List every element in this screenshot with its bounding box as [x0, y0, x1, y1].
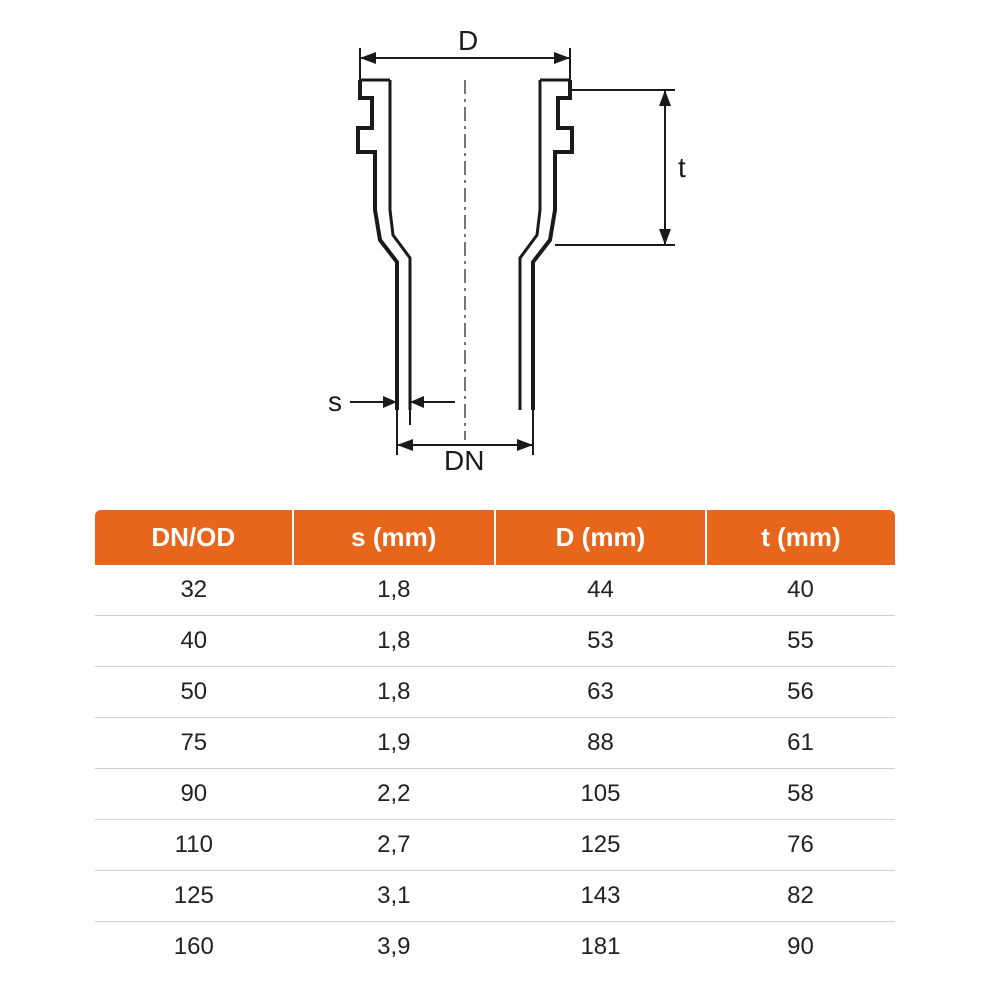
- dim-label-t: t: [678, 152, 686, 183]
- table-row: 1102,712576: [95, 820, 895, 871]
- cell: 32: [95, 565, 293, 616]
- table-row: 401,85355: [95, 616, 895, 667]
- cell: 40: [706, 565, 895, 616]
- cell: 90: [706, 922, 895, 973]
- table-body: 321,84440401,85355501,86356751,98861902,…: [95, 565, 895, 972]
- cell: 88: [495, 718, 706, 769]
- cell: 82: [706, 871, 895, 922]
- cell: 50: [95, 667, 293, 718]
- cell: 3,9: [293, 922, 495, 973]
- table-row: 501,86356: [95, 667, 895, 718]
- cell: 75: [95, 718, 293, 769]
- cell: 143: [495, 871, 706, 922]
- cell: 160: [95, 922, 293, 973]
- col-header-2: D (mm): [495, 510, 706, 565]
- cell: 58: [706, 769, 895, 820]
- cell: 3,1: [293, 871, 495, 922]
- cell: 61: [706, 718, 895, 769]
- table-header: DN/ODs (mm)D (mm)t (mm): [95, 510, 895, 565]
- cell: 105: [495, 769, 706, 820]
- cell: 40: [95, 616, 293, 667]
- dimensions-table: DN/ODs (mm)D (mm)t (mm) 321,84440401,853…: [95, 510, 895, 972]
- technical-diagram: D t s: [200, 30, 800, 470]
- cell: 90: [95, 769, 293, 820]
- cell: 1,8: [293, 565, 495, 616]
- dim-label-s: s: [328, 386, 342, 417]
- cell: 125: [95, 871, 293, 922]
- cell: 181: [495, 922, 706, 973]
- cell: 1,8: [293, 616, 495, 667]
- table-row: 902,210558: [95, 769, 895, 820]
- cell: 110: [95, 820, 293, 871]
- cell: 56: [706, 667, 895, 718]
- dimensions-table-wrapper: DN/ODs (mm)D (mm)t (mm) 321,84440401,853…: [95, 510, 895, 972]
- table-row: 751,98861: [95, 718, 895, 769]
- col-header-0: DN/OD: [95, 510, 293, 565]
- dim-label-D: D: [458, 30, 478, 56]
- cell: 125: [495, 820, 706, 871]
- table-row: 1253,114382: [95, 871, 895, 922]
- cell: 55: [706, 616, 895, 667]
- cell: 44: [495, 565, 706, 616]
- table-row: 1603,918190: [95, 922, 895, 973]
- col-header-3: t (mm): [706, 510, 895, 565]
- cell: 2,2: [293, 769, 495, 820]
- pipe-fitting-svg: D t s: [200, 30, 800, 470]
- cell: 63: [495, 667, 706, 718]
- cell: 2,7: [293, 820, 495, 871]
- dim-label-DN: DN: [444, 445, 484, 470]
- cell: 1,8: [293, 667, 495, 718]
- col-header-1: s (mm): [293, 510, 495, 565]
- cell: 53: [495, 616, 706, 667]
- cell: 1,9: [293, 718, 495, 769]
- cell: 76: [706, 820, 895, 871]
- table-row: 321,84440: [95, 565, 895, 616]
